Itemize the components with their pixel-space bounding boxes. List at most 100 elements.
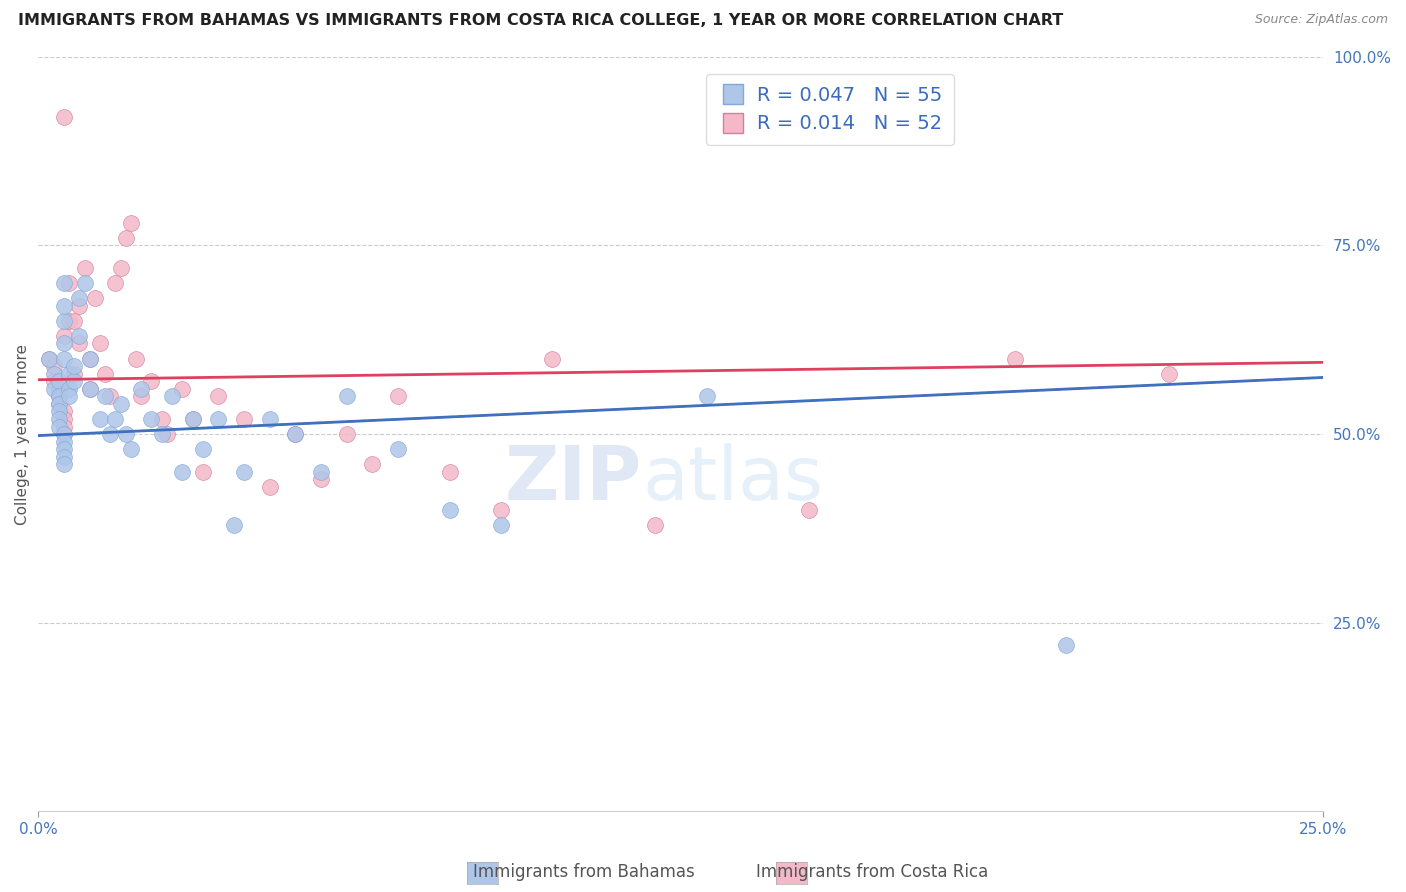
Point	[160, 389, 183, 403]
Point	[48, 382, 70, 396]
Point	[79, 351, 101, 366]
Point	[53, 457, 76, 471]
Point	[191, 465, 214, 479]
Point	[89, 336, 111, 351]
Point	[439, 465, 461, 479]
Point	[53, 427, 76, 442]
Point	[69, 329, 91, 343]
Point	[53, 419, 76, 434]
Point	[336, 427, 359, 442]
Point	[489, 502, 512, 516]
Point	[73, 260, 96, 275]
Point	[114, 427, 136, 442]
Point	[259, 412, 281, 426]
Point	[222, 517, 245, 532]
Point	[439, 502, 461, 516]
Point	[120, 216, 142, 230]
Point	[361, 457, 384, 471]
Point	[98, 389, 121, 403]
Legend: R = 0.047   N = 55, R = 0.014   N = 52: R = 0.047 N = 55, R = 0.014 N = 52	[706, 74, 953, 145]
Point	[48, 389, 70, 403]
Point	[644, 517, 666, 532]
Point	[63, 314, 86, 328]
Point	[42, 382, 65, 396]
Point	[94, 367, 117, 381]
Point	[98, 427, 121, 442]
Point	[53, 276, 76, 290]
Point	[94, 389, 117, 403]
Point	[150, 412, 173, 426]
Point	[73, 276, 96, 290]
Point	[181, 412, 204, 426]
Point	[89, 412, 111, 426]
Text: atlas: atlas	[643, 442, 824, 516]
Point	[156, 427, 179, 442]
Point	[53, 351, 76, 366]
Point	[172, 465, 194, 479]
Point	[53, 427, 76, 442]
Point	[284, 427, 307, 442]
Point	[191, 442, 214, 457]
Point	[69, 336, 91, 351]
Point	[1157, 367, 1180, 381]
Point	[172, 382, 194, 396]
Point	[232, 465, 254, 479]
Point	[48, 412, 70, 426]
Point	[53, 314, 76, 328]
Point	[63, 367, 86, 381]
Point	[48, 374, 70, 388]
Point	[125, 351, 148, 366]
Point	[38, 351, 60, 366]
Point	[309, 472, 332, 486]
Point	[489, 517, 512, 532]
Point	[104, 412, 127, 426]
Y-axis label: College, 1 year or more: College, 1 year or more	[15, 343, 30, 524]
Point	[181, 412, 204, 426]
Text: Source: ZipAtlas.com: Source: ZipAtlas.com	[1254, 13, 1388, 27]
Point	[207, 389, 229, 403]
Point	[53, 299, 76, 313]
Point	[1004, 351, 1026, 366]
Text: Immigrants from Costa Rica: Immigrants from Costa Rica	[755, 863, 988, 881]
Point	[42, 367, 65, 381]
Point	[48, 397, 70, 411]
Point	[53, 450, 76, 464]
Point	[58, 314, 80, 328]
Point	[309, 465, 332, 479]
Point	[69, 291, 91, 305]
Point	[104, 276, 127, 290]
Point	[141, 412, 163, 426]
Text: ZIP: ZIP	[505, 442, 643, 516]
Point	[42, 374, 65, 388]
Point	[387, 389, 409, 403]
Point	[69, 299, 91, 313]
Point	[387, 442, 409, 457]
Point	[799, 502, 821, 516]
Point	[53, 110, 76, 124]
Point	[150, 427, 173, 442]
Point	[141, 374, 163, 388]
Point	[53, 329, 76, 343]
Point	[129, 389, 152, 403]
Point	[129, 382, 152, 396]
Point	[48, 389, 70, 403]
Point	[114, 231, 136, 245]
Point	[695, 389, 717, 403]
Point	[1054, 639, 1077, 653]
Point	[336, 389, 359, 403]
Point	[110, 397, 132, 411]
Point	[53, 404, 76, 418]
Point	[79, 351, 101, 366]
Point	[58, 389, 80, 403]
Point	[53, 442, 76, 457]
Point	[53, 434, 76, 449]
Point	[48, 419, 70, 434]
Text: Immigrants from Bahamas: Immigrants from Bahamas	[472, 863, 695, 881]
Point	[79, 382, 101, 396]
Point	[63, 374, 86, 388]
Point	[38, 351, 60, 366]
Point	[83, 291, 105, 305]
Point	[284, 427, 307, 442]
Point	[48, 397, 70, 411]
Point	[53, 336, 76, 351]
